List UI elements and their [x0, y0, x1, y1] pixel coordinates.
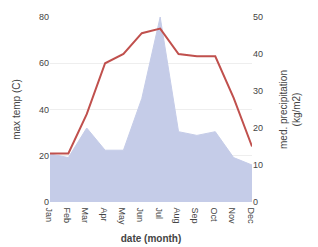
svg-text:20: 20 [39, 151, 49, 161]
svg-text:10: 10 [253, 160, 263, 170]
svg-text:Dec: Dec [246, 208, 256, 225]
svg-text:40: 40 [39, 105, 49, 115]
svg-text:Jan: Jan [44, 208, 54, 223]
svg-text:Aug: Aug [172, 208, 182, 224]
svg-text:60: 60 [39, 58, 49, 68]
svg-text:0: 0 [253, 197, 258, 207]
svg-text:Mar: Mar [80, 208, 90, 224]
svg-text:50: 50 [253, 12, 263, 22]
svg-text:date (month): date (month) [121, 233, 182, 244]
svg-text:80: 80 [39, 12, 49, 22]
svg-text:max temp (C): max temp (C) [11, 79, 22, 140]
svg-text:40: 40 [253, 49, 263, 59]
svg-text:Feb: Feb [62, 208, 72, 224]
svg-text:med. precipitation(kg/m2): med. precipitation(kg/m2) [278, 70, 302, 149]
svg-text:Oct: Oct [209, 208, 219, 223]
svg-text:0: 0 [44, 197, 49, 207]
svg-text:Sep: Sep [190, 208, 200, 224]
svg-text:Jun: Jun [135, 208, 145, 223]
svg-text:Jul: Jul [154, 208, 164, 220]
svg-text:20: 20 [253, 123, 263, 133]
svg-text:30: 30 [253, 86, 263, 96]
svg-text:Nov: Nov [227, 208, 237, 225]
svg-text:Apr: Apr [99, 208, 109, 222]
svg-text:May: May [117, 208, 127, 226]
